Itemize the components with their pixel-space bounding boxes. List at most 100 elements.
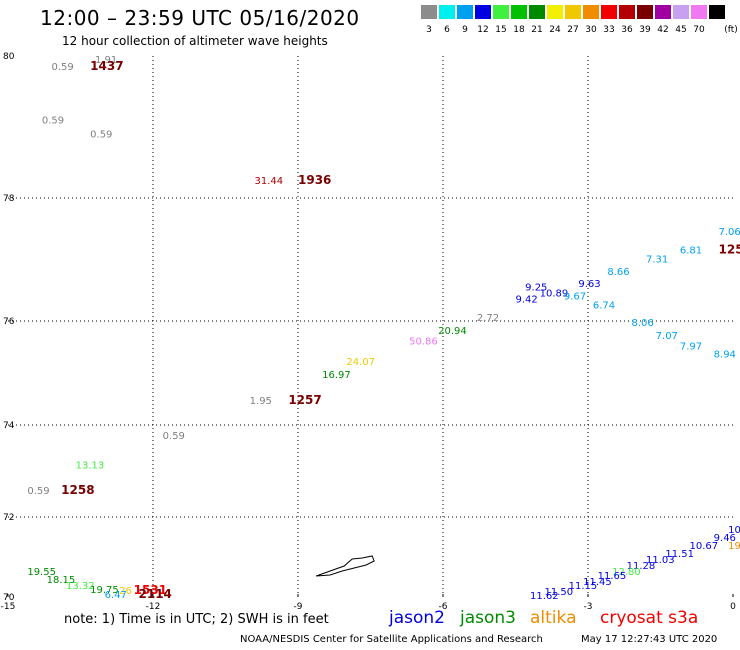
wave-height-label: 9.42: [516, 295, 538, 306]
legend-label: 39: [639, 25, 651, 35]
wave-height-label: 11.62: [530, 591, 559, 602]
wave-height-label: 7.06: [719, 227, 740, 238]
map-title: 12:00 – 23:59 UTC 05/16/2020: [40, 6, 360, 30]
x-tick-label: -15: [1, 602, 16, 612]
y-tick-label: 70: [3, 593, 15, 603]
legend-swatch: [529, 5, 545, 19]
y-tick-label: 72: [3, 513, 14, 523]
x-tick-label: -9: [294, 602, 303, 612]
wave-height-label: 11.51: [665, 549, 694, 560]
legend-label: 15: [495, 25, 507, 35]
legend-swatch: [547, 5, 563, 19]
x-tick-label: -6: [439, 602, 448, 612]
wave-height-label: 11.50: [545, 587, 574, 598]
satellite-name: jason3: [460, 608, 516, 628]
timestamp-text: May 17 12:27:43 UTC 2020: [581, 634, 718, 645]
wave-height-label: 11.45: [583, 577, 612, 588]
wave-height-label: 0.59: [27, 486, 49, 497]
wave-height-label: 10: [728, 525, 740, 536]
legend-label: 3: [426, 25, 432, 35]
pass-time-label: 1258: [61, 483, 94, 497]
x-tick-label: 0: [730, 602, 736, 612]
legend-swatch: [691, 5, 707, 19]
legend-unit: (ft): [724, 25, 738, 35]
wave-height-label: 7.07: [656, 331, 678, 342]
wave-height-label: 9.63: [578, 279, 600, 290]
wave-height-label: 24.07: [346, 357, 375, 368]
wave-height-label: 2.72: [477, 313, 499, 324]
wave-height-label: 0.59: [90, 130, 112, 141]
legend-label: 27: [567, 25, 579, 35]
wave-height-label: 11.15: [569, 581, 598, 592]
legend-swatch: [673, 5, 689, 19]
legend-label: 6: [444, 25, 450, 35]
wave-height-label: 0.59: [42, 115, 64, 126]
legend-swatch: [655, 5, 671, 19]
wave-height-label: 26: [119, 586, 132, 597]
x-tick-label: -12: [146, 602, 161, 612]
pass-time-label: 2114: [139, 587, 172, 601]
legend-swatch: [493, 5, 509, 19]
wave-height-label: 8.66: [607, 267, 629, 278]
legend-swatch: [421, 5, 437, 19]
wave-height-label: 11.28: [627, 561, 656, 572]
wave-height-label: 8.94: [714, 349, 736, 360]
legend-swatch: [601, 5, 617, 19]
wave-height-label: 11.65: [598, 571, 627, 582]
legend-label: 45: [675, 25, 687, 35]
legend-swatch: [439, 5, 455, 19]
map-subtitle: 12 hour collection of altimeter wave hei…: [62, 34, 328, 48]
y-tick-label: 78: [3, 194, 15, 204]
y-tick-label: 74: [3, 421, 15, 431]
wave-height-label: 9.46: [714, 533, 736, 544]
wave-height-label: 6.47: [105, 590, 127, 601]
legend-label: 70: [693, 25, 705, 35]
wave-height-label: 0.59: [163, 431, 185, 442]
y-tick-label: 80: [3, 52, 15, 62]
legend-swatch: [583, 5, 599, 19]
wave-height-label: 1.95: [250, 396, 272, 407]
legend-swatch: [709, 5, 725, 19]
wave-height-label: 13.32: [66, 581, 95, 592]
jan-mayen-outline: [315, 555, 375, 577]
pass-time-label: 1257: [288, 393, 321, 407]
legend-label: 12: [477, 25, 489, 35]
units-note: note: 1) Time is in UTC; 2) SWH is in fe…: [64, 612, 329, 627]
wave-height-label: 19.75: [90, 585, 119, 596]
wave-height-label: 16.97: [322, 370, 351, 381]
wave-height-label: 0.59: [52, 62, 74, 73]
satellite-name: altika: [530, 608, 577, 628]
wave-height-label: 19: [728, 541, 740, 552]
pass-time-label: 125: [719, 242, 740, 256]
legend-label: 36: [621, 25, 633, 35]
wave-height-label: 19.55: [27, 567, 56, 578]
legend-label: 9: [462, 25, 468, 35]
wave-height-label: 13.13: [76, 461, 105, 472]
wave-height-label: 9.67: [564, 291, 586, 302]
wave-height-label: 20.94: [438, 326, 467, 337]
legend-label: 21: [531, 25, 543, 35]
pass-time-label: 1531: [134, 583, 167, 597]
y-tick-label: 76: [3, 317, 15, 327]
wave-height-label: 50.86: [409, 336, 438, 347]
wave-height-label: 12.80: [612, 567, 641, 578]
wave-height-label: 7.31: [646, 255, 668, 266]
pass-time-label: 1437: [90, 59, 123, 73]
legend-swatch: [637, 5, 653, 19]
legend-label: 33: [603, 25, 615, 35]
legend-label: 30: [585, 25, 597, 35]
legend-swatch: [457, 5, 473, 19]
pass-time-label: 1936: [298, 173, 331, 187]
wave-height-label: 9.25: [525, 282, 547, 293]
wave-height-label: 11.03: [646, 555, 675, 566]
legend-swatch: [475, 5, 491, 19]
wave-height-label: 7.97: [680, 342, 702, 353]
satellite-name: cryosat s3a: [600, 608, 699, 628]
wave-height-label: 10.67: [690, 541, 719, 552]
wave-height-label: 31.44: [255, 176, 284, 187]
wave-height-label: 10.89: [540, 288, 569, 299]
wave-height-label: 6.81: [680, 245, 702, 256]
wave-height-label: 8.06: [632, 318, 654, 329]
satellite-name: jason2: [389, 608, 445, 628]
